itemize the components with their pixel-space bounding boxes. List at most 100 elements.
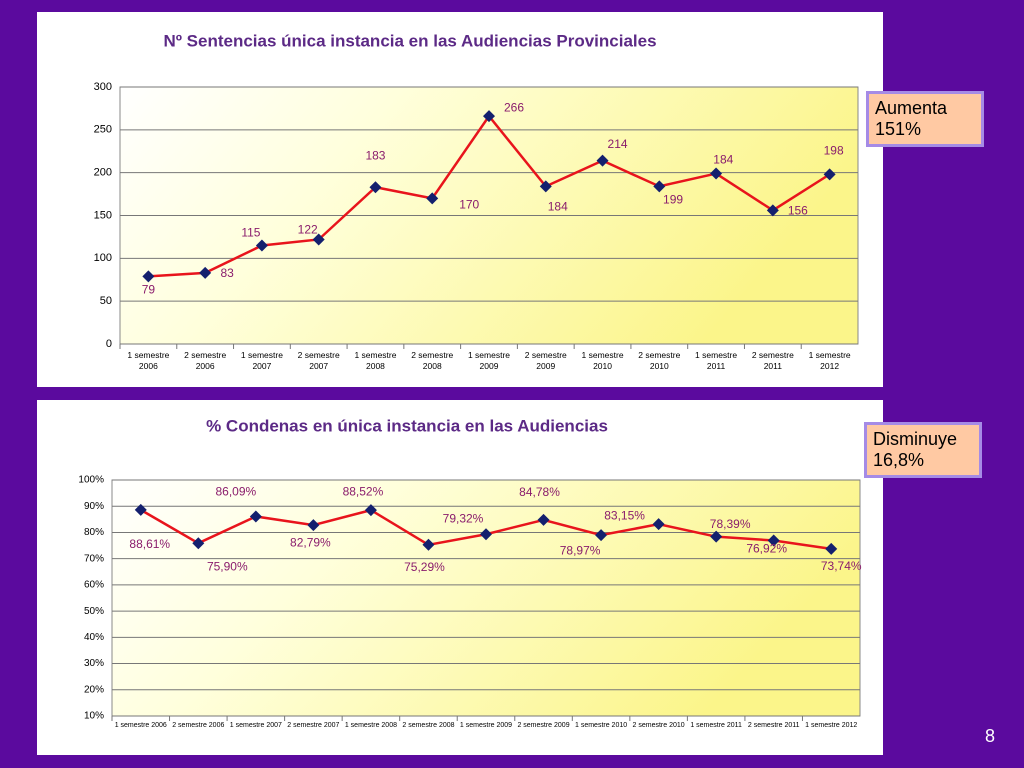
data-label: 266: [504, 100, 524, 114]
x-tick-label: 2 semestre 2010: [638, 350, 680, 371]
x-tick-label: 2 semestre 2008: [402, 722, 454, 729]
x-tick-label-line: 2 semestre: [298, 350, 340, 360]
x-tick-label: 1 semestre 2008: [354, 350, 396, 371]
data-label: 170: [459, 198, 479, 212]
x-tick-label-line: 2008: [366, 361, 385, 371]
x-tick-label: 1 semestre 2007: [230, 722, 282, 729]
x-tick-label: 1 semestre 2010: [575, 722, 627, 729]
y-tick-label: 100%: [78, 475, 104, 486]
marker: [710, 530, 723, 543]
marker: [255, 239, 268, 252]
marker: [653, 180, 666, 193]
y-tick-label: 70%: [84, 553, 104, 564]
x-tick-label-line: 2 semestre: [184, 350, 226, 360]
x-tick-label-line: 2 semestre: [411, 350, 453, 360]
chart-title: Nº Sentencias única instancia en las Aud…: [163, 31, 656, 50]
data-label: 78,39%: [710, 517, 751, 531]
y-tick-label: 10%: [84, 711, 104, 722]
data-label: 122: [298, 223, 318, 237]
marker: [767, 534, 780, 547]
marker: [652, 518, 665, 531]
marker: [710, 167, 723, 180]
x-tick-label: 2 semestre 2011: [748, 722, 800, 729]
data-label: 214: [608, 137, 628, 151]
data-label: 83: [220, 266, 234, 280]
y-tick-label: 200: [94, 167, 112, 179]
y-tick-label: 0: [106, 338, 112, 350]
data-label: 183: [365, 148, 385, 162]
x-tick-label: 2 semestre 2009: [517, 722, 569, 729]
marker: [596, 154, 609, 167]
x-tick-label-line: 1 semestre: [695, 350, 737, 360]
x-tick-label-line: 2006: [139, 361, 158, 371]
y-tick-label: 50: [100, 295, 112, 307]
y-tick-label: 20%: [84, 684, 104, 695]
data-label: 84,78%: [519, 485, 560, 499]
data-label: 88,52%: [343, 484, 384, 498]
plot-area: [111, 479, 861, 717]
x-tick-label-line: 2010: [593, 361, 612, 371]
marker: [539, 180, 552, 193]
data-label: 76,92%: [746, 542, 787, 556]
marker: [426, 192, 439, 205]
marker: [537, 513, 550, 526]
x-tick-label: 2 semestre 2006: [184, 350, 226, 371]
x-tick-label: 1 semestre 2012: [809, 350, 851, 371]
y-tick-label: 300: [94, 81, 112, 93]
data-label: 75,90%: [207, 559, 248, 573]
y-tick-label: 30%: [84, 658, 104, 669]
marker: [134, 503, 147, 516]
marker: [364, 504, 377, 517]
y-tick-label: 90%: [84, 501, 104, 512]
data-label: 78,97%: [560, 543, 601, 557]
data-label: 75,29%: [404, 560, 445, 574]
marker: [369, 181, 382, 194]
x-tick-label: 1 semestre 2010: [582, 350, 624, 371]
x-tick-label: 2 semestre 2011: [752, 350, 794, 371]
data-label: 156: [788, 204, 808, 218]
x-tick-label: 1 semestre 2011: [695, 350, 737, 371]
y-tick-label: 60%: [84, 580, 104, 591]
x-tick-label-line: 2 semestre: [752, 350, 794, 360]
x-tick-label-line: 1 semestre: [241, 350, 283, 360]
marker: [595, 529, 608, 542]
annotation: Disminuye 16,8%: [864, 422, 982, 478]
x-tick-label: 2 semestre 2008: [411, 350, 453, 371]
x-tick-label: 1 semestre 2006: [127, 350, 169, 371]
data-label: 79: [142, 282, 156, 296]
data-label: 73,74%: [821, 559, 862, 573]
y-tick-label: 150: [94, 209, 112, 221]
x-tick-label: 2 semestre 2007: [287, 722, 339, 729]
x-tick-label: 1 semestre 2008: [345, 722, 397, 729]
data-label: 79,32%: [443, 511, 484, 525]
x-tick-label-line: 2011: [707, 361, 726, 371]
x-tick-label-line: 2009: [480, 361, 499, 371]
data-label: 88,61%: [129, 537, 170, 551]
x-tick-label: 1 semestre 2007: [241, 350, 283, 371]
data-label: 83,15%: [604, 508, 645, 522]
x-tick-label: 2 semestre 2010: [633, 722, 685, 729]
y-tick-label: 250: [94, 124, 112, 136]
marker: [766, 204, 779, 217]
x-tick-label: 2 semestre 2009: [525, 350, 567, 371]
data-label: 184: [713, 153, 733, 167]
data-label: 82,79%: [290, 535, 331, 549]
x-tick-label-line: 2007: [252, 361, 271, 371]
x-tick-label-line: 1 semestre: [582, 350, 624, 360]
x-tick-label: 1 semestre 2011: [690, 722, 742, 729]
chart-title: % Condenas en única instancia en las Aud…: [206, 416, 608, 435]
y-tick-label: 100: [94, 252, 112, 264]
marker: [249, 510, 262, 523]
y-tick-label: 40%: [84, 632, 104, 643]
x-tick-label: 1 semestre 2006: [115, 722, 167, 729]
data-label: 184: [548, 200, 568, 214]
x-tick-label-line: 1 semestre: [127, 350, 169, 360]
marker: [307, 519, 320, 532]
x-tick-label-line: 1 semestre: [809, 350, 851, 360]
y-tick-label: 50%: [84, 606, 104, 617]
marker: [483, 110, 495, 123]
marker: [825, 542, 838, 555]
y-tick-label: 80%: [84, 527, 104, 538]
marker: [480, 528, 492, 541]
